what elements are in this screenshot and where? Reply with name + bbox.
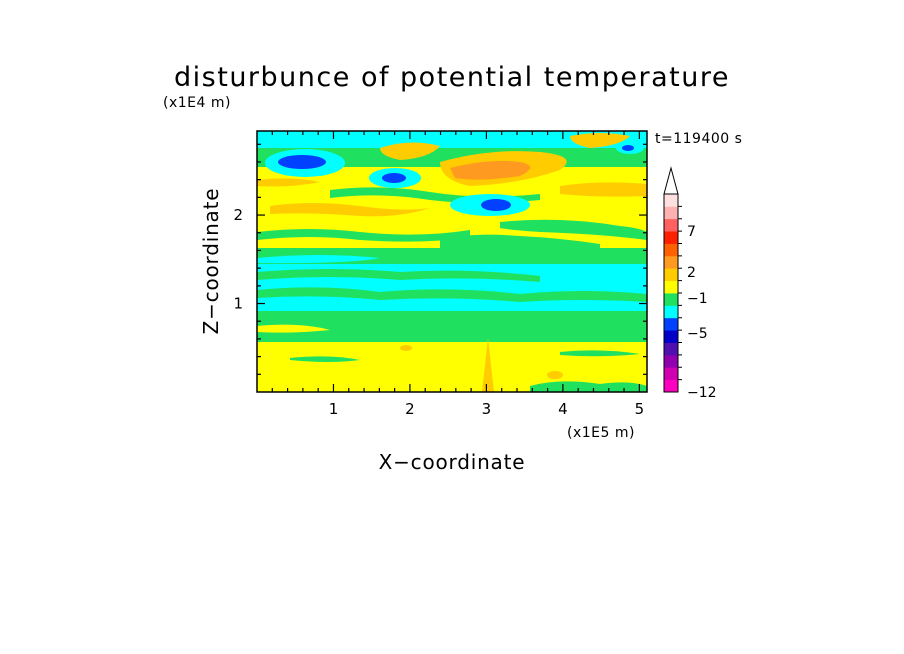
green-streak [290,356,360,362]
x-tick-label: 1 [329,400,339,418]
x-tick-label: 4 [558,400,568,418]
colorbar-swatch [664,255,678,269]
colorbar-swatch [664,367,678,381]
green-streak [257,324,330,333]
colorbar-swatch [664,280,678,294]
x-tick-label: 5 [635,400,645,418]
y-scale-label: (x1E4 m) [163,95,231,111]
orange-streak [560,182,647,197]
colorbar-label: 7 [687,224,696,240]
band-top-cyan [257,131,647,148]
green-streak [257,269,540,282]
heatmap-field [257,131,647,392]
y-tick-label: 1 [233,295,243,313]
colorbar-swatch [664,231,678,244]
colorbar-swatch [664,354,678,368]
darkorange-blob [450,160,530,180]
chart-title: disturbunce of potential temperature [174,62,730,93]
colorbar-swatch [664,305,678,319]
orange-spike [482,338,494,392]
blue-pocket [382,173,406,183]
colorbar-swatch [664,330,678,343]
orange-blob [380,142,440,160]
x-axis-label: X−coordinate [379,450,526,474]
orange-streak [270,203,430,217]
colorbar-swatch [664,194,678,207]
green-streak [257,229,470,242]
orange-blob [570,133,630,148]
green-streak [257,287,647,302]
time-label: t=119400 s [655,131,742,147]
colorbar-swatch [664,206,678,220]
band-low-green [257,309,647,342]
blue-pocket [622,145,634,151]
y-axis: 12 [233,143,647,375]
blue-pocket [481,199,511,211]
colorbar-swatch [664,317,678,331]
y-axis-label: Z−coordinate [199,188,223,335]
colorbar-swatch [664,268,678,282]
x-scale-label: (x1E5 m) [567,425,635,441]
colorbar-swatch [664,218,678,232]
orange-spot [400,345,412,351]
colorbar-label: −12 [687,385,717,401]
y-tick-label: 2 [233,206,243,224]
colorbar-label: −1 [687,291,708,307]
green-streak [530,381,647,392]
green-streak [560,350,640,357]
x-axis: 1 2 3 4 5 [271,131,645,418]
colorbar-swatch [664,243,678,257]
green-streak [500,219,647,240]
colorbar-labels: 7 2 −1 −5 −12 [687,224,717,401]
x-tick-label: 3 [482,400,492,418]
blue-pocket [278,155,326,169]
x-tick-label: 2 [405,400,415,418]
cyan-streak [257,255,380,264]
colorbar [663,166,682,393]
colorbar-label: −5 [687,326,708,342]
orange-streak [257,178,320,187]
green-lens [440,234,600,258]
colorbar-swatch [664,342,678,356]
orange-spot [547,371,563,379]
plot-frame [256,130,648,393]
colorbar-extend-arrow [663,166,679,195]
colorbar-swatch [664,379,678,393]
colorbar-label: 2 [687,265,696,281]
colorbar-swatch [664,293,678,306]
